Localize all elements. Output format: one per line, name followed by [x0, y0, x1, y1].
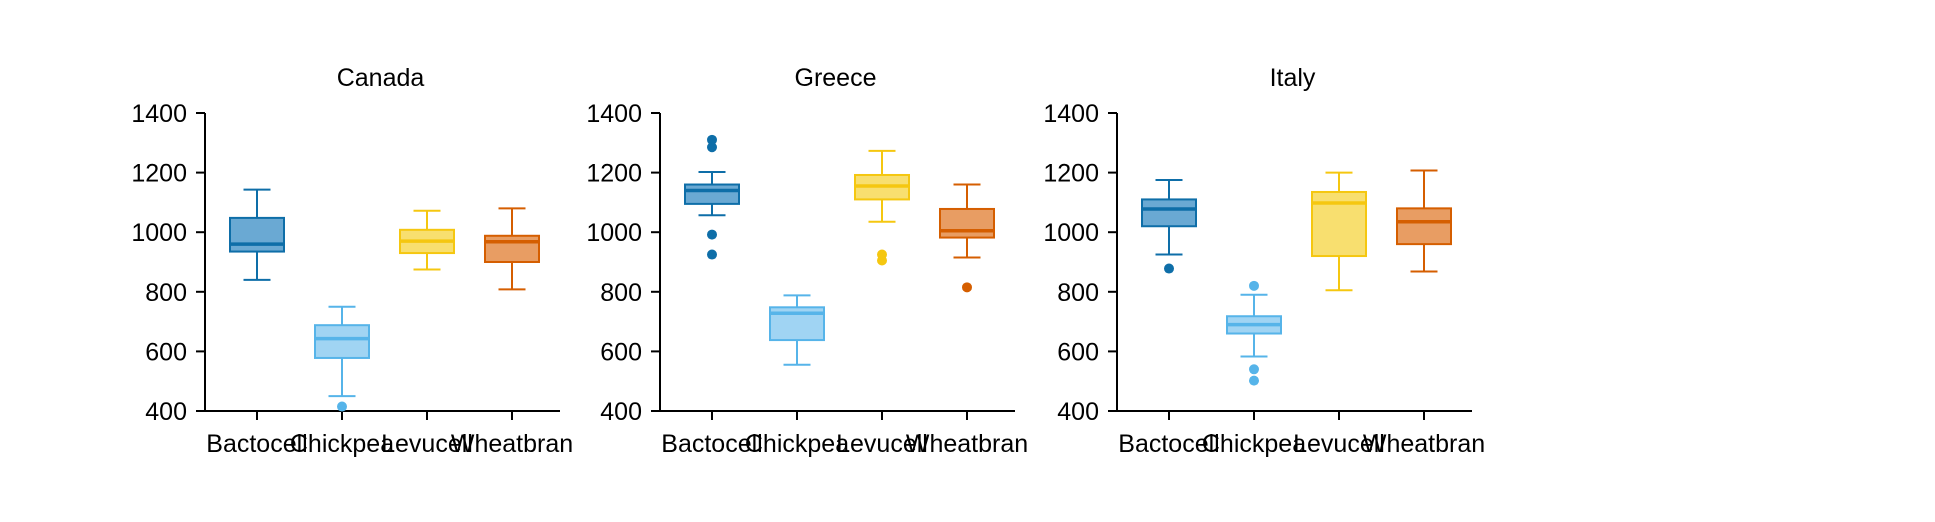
- x-tick-label: Chickpea: [290, 430, 394, 458]
- panel-title: Greece: [795, 64, 877, 92]
- outlier-point: [707, 142, 717, 153]
- box-bactocell: [229, 188, 285, 281]
- box-levucell: [854, 149, 910, 266]
- box-levucell: [1311, 171, 1367, 292]
- outlier-point: [962, 282, 972, 293]
- outlier-point: [1249, 375, 1259, 386]
- y-tick-label: 1400: [586, 100, 642, 128]
- box-iqr: [684, 183, 740, 205]
- y-tick-label: 1200: [131, 160, 187, 188]
- x-tick-label: Bactocell: [206, 430, 307, 458]
- outlier-point: [1249, 364, 1259, 375]
- x-tick-label: Wheatbran: [451, 430, 573, 458]
- panel-greece: Greece 400 600 800 1000 1200 1400 BactocellChic…: [586, 64, 1028, 458]
- panel-italy: Italy 400 600 800 1000 1200 1400 BactocellChick…: [1043, 64, 1485, 458]
- outlier-point: [877, 255, 887, 266]
- x-tick-label: Chickpea: [745, 430, 849, 458]
- y-tick-label: 1000: [586, 219, 642, 247]
- y-tick-label: 1200: [586, 160, 642, 188]
- y-tick-label: 1000: [131, 219, 187, 247]
- y-tick-label: 400: [600, 398, 642, 426]
- panel-title: Italy: [1270, 64, 1316, 92]
- outlier-point: [1249, 280, 1259, 291]
- y-tick-label: 800: [1057, 279, 1099, 307]
- box-iqr: [484, 234, 540, 263]
- y-tick-label: 1200: [1043, 160, 1099, 188]
- y-tick-label: 600: [145, 338, 187, 366]
- box-wheatbran: [1396, 169, 1452, 273]
- y-tick-label: 800: [600, 279, 642, 307]
- x-tick-label: Wheatbran: [1363, 430, 1485, 458]
- box-iqr: [1396, 207, 1452, 246]
- y-tick-label: 400: [145, 398, 187, 426]
- y-tick-label: 1400: [1043, 100, 1099, 128]
- x-tick-label: Levucell: [1293, 430, 1385, 458]
- y-tick-label: 800: [145, 279, 187, 307]
- panel-canada: Canada 400 600 800 1000 1200 1400 BactocellChic…: [131, 64, 573, 458]
- box-iqr: [314, 324, 370, 359]
- box-iqr: [229, 216, 285, 253]
- x-tick-label: Wheatbran: [906, 430, 1028, 458]
- y-tick-label: 1000: [1043, 219, 1099, 247]
- outlier-point: [707, 229, 717, 240]
- box-wheatbran: [484, 207, 540, 291]
- x-tick-label: Chickpea: [1202, 430, 1306, 458]
- x-tick-label: Levucell: [836, 430, 928, 458]
- box-chickpea: [1226, 280, 1282, 386]
- box-bactocell: [1141, 179, 1197, 274]
- box-bactocell: [684, 134, 740, 260]
- panel-title: Canada: [337, 64, 425, 92]
- y-tick-label: 600: [600, 338, 642, 366]
- box-chickpea: [769, 294, 825, 366]
- outlier-point: [1164, 263, 1174, 274]
- box-levucell: [399, 209, 455, 271]
- box-wheatbran: [939, 183, 995, 293]
- x-tick-label: Bactocell: [1118, 430, 1219, 458]
- box-iqr: [1141, 198, 1197, 228]
- y-tick-label: 600: [1057, 338, 1099, 366]
- outlier-point: [707, 134, 717, 145]
- outlier-point: [337, 401, 347, 412]
- outlier-point: [707, 249, 717, 260]
- box-iqr: [939, 207, 995, 239]
- y-tick-label: 400: [1057, 398, 1099, 426]
- x-tick-label: Bactocell: [661, 430, 762, 458]
- box-chickpea: [314, 305, 370, 412]
- x-tick-label: Levucell: [381, 430, 473, 458]
- y-tick-label: 1400: [131, 100, 187, 128]
